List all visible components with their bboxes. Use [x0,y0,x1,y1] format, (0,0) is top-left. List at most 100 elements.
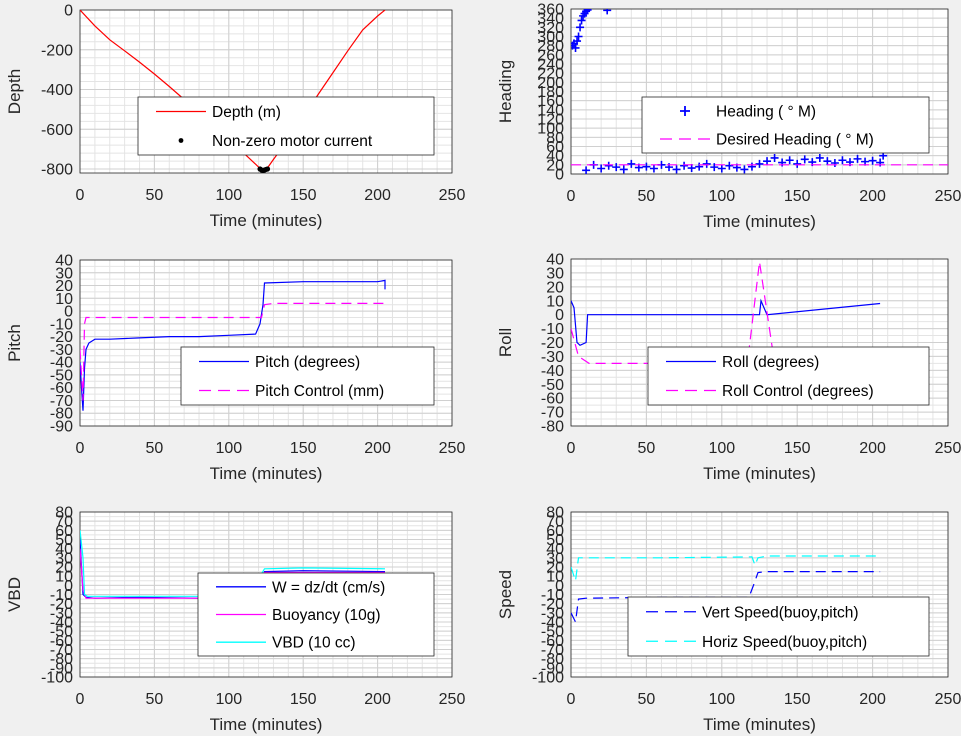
y-tick-label: 0 [64,3,73,20]
data-point [612,163,621,172]
y-tick-label: -30 [50,342,73,359]
legend-entry: VBD (10 cc) [272,635,356,652]
y-tick-label: -90 [50,660,73,677]
y-tick-label: -30 [541,605,564,622]
y-tick-label: 0 [555,167,564,184]
x-tick-label: 200 [859,440,886,457]
data-point [710,163,719,172]
y-tick-label: -80 [541,651,564,668]
y-tick-label: -80 [50,651,73,668]
y-tick-label: -90 [50,419,73,436]
y-tick-label: 180 [537,84,564,101]
y-tick-label: -70 [541,405,564,422]
y-axis-label: Roll [496,328,515,357]
data-point [619,165,628,174]
y-tick-label: -10 [50,587,73,604]
legend: W = dz/dt (cm/s) Buoyancy (10g) VBD (10 cc… [197,572,435,657]
x-tick-label: 200 [859,188,886,205]
axes-box [79,511,453,678]
data-point [597,164,606,173]
data-point [725,161,734,170]
y-tick-label: 10 [55,291,73,308]
axes-box [570,8,949,175]
x-tick-label: 100 [215,440,242,457]
legend-entry: Pitch (degrees) [255,354,360,371]
x-tick-label: 250 [439,187,466,204]
x-tick-label: 200 [364,187,391,204]
y-tick-label: -60 [50,633,73,650]
x-tick-label: 150 [290,691,317,708]
y-tick-label: 0 [64,578,73,595]
x-tick-label: 250 [935,691,961,708]
x-tick-label: 50 [146,691,164,708]
y-tick-label: 40 [546,541,564,558]
x-tick-label: 250 [439,691,466,708]
data-point [573,37,582,46]
x-axis-label: Time (minutes) [703,464,816,483]
y-tick-label: -800 [41,162,73,179]
y-tick-label: -50 [50,367,73,384]
axes-box [79,259,453,427]
y-tick-label: -40 [50,355,73,372]
data-point [853,154,862,163]
y-tick-label: 50 [55,532,73,549]
y-tick-label: -400 [41,82,73,99]
y-tick-label: 0 [555,578,564,595]
y-tick-label: -50 [50,624,73,641]
data-point [793,159,802,168]
y-tick-label: -100 [41,670,73,687]
series-pitch-control-mm [80,302,385,401]
y-tick-label: 10 [546,569,564,586]
y-tick-label: -70 [50,393,73,410]
x-tick-label: 150 [784,691,811,708]
data-point [838,156,847,165]
data-point [770,153,779,162]
y-tick-label: 360 [537,2,564,19]
data-point [702,159,711,168]
x-tick-label: 200 [859,691,886,708]
legend-entry: Desired Heading ( ° M) [716,132,874,149]
data-point [642,162,651,171]
series-depth-m [80,10,386,171]
y-tick-label: -10 [541,587,564,604]
y-tick-label: -60 [50,380,73,397]
y-tick-label: 340 [537,11,564,28]
x-axis-label: Time (minutes) [210,211,323,230]
y-tick-label: 40 [546,148,564,165]
series-horiz-speed-buoy-pitch [571,555,881,581]
data-point [823,157,832,166]
y-tick-label: 40 [55,541,73,558]
x-tick-label: 150 [784,188,811,205]
data-point [582,9,591,16]
x-axis-label: Time (minutes) [210,464,323,483]
x-tick-label: 200 [364,691,391,708]
legend-entry: Roll (degrees) [722,354,819,371]
y-tick-label: 60 [546,139,564,156]
series-roll-degrees [571,298,881,347]
legend-entry: Vert Speed(buoy,pitch) [702,604,859,621]
x-axis-label: Time (minutes) [703,212,816,231]
y-tick-label: 30 [546,265,564,282]
y-tick-label: 200 [537,75,564,92]
y-axis-label: Depth [5,69,24,114]
y-tick-label: 10 [55,569,73,586]
y-tick-label: 20 [546,560,564,577]
y-tick-label: 70 [55,514,73,531]
chart-panel-3: 0 50 100 150 200 250403020100-10-20-30-40-50-… [5,253,465,484]
x-tick-label: 100 [215,187,242,204]
y-tick-label: -20 [541,596,564,613]
y-tick-label: 240 [537,57,564,74]
legend-entry: Buoyancy (10g) [272,607,381,624]
y-tick-label: 20 [546,279,564,296]
legend-entry: Pitch Control (mm) [255,383,384,400]
y-tick-label: -20 [50,596,73,613]
x-tick-label: 250 [935,440,961,457]
y-tick-label: 80 [546,505,564,522]
data-point [571,43,580,52]
y-tick-label: 30 [546,550,564,567]
x-tick-label: 150 [290,187,317,204]
y-tick-label: 30 [55,550,73,567]
series-non-zero-motor-current [257,166,271,173]
x-tick-label: 50 [146,187,164,204]
legend: Vert Speed(buoy,pitch) Horiz Speed(buoy,p… [627,596,930,657]
